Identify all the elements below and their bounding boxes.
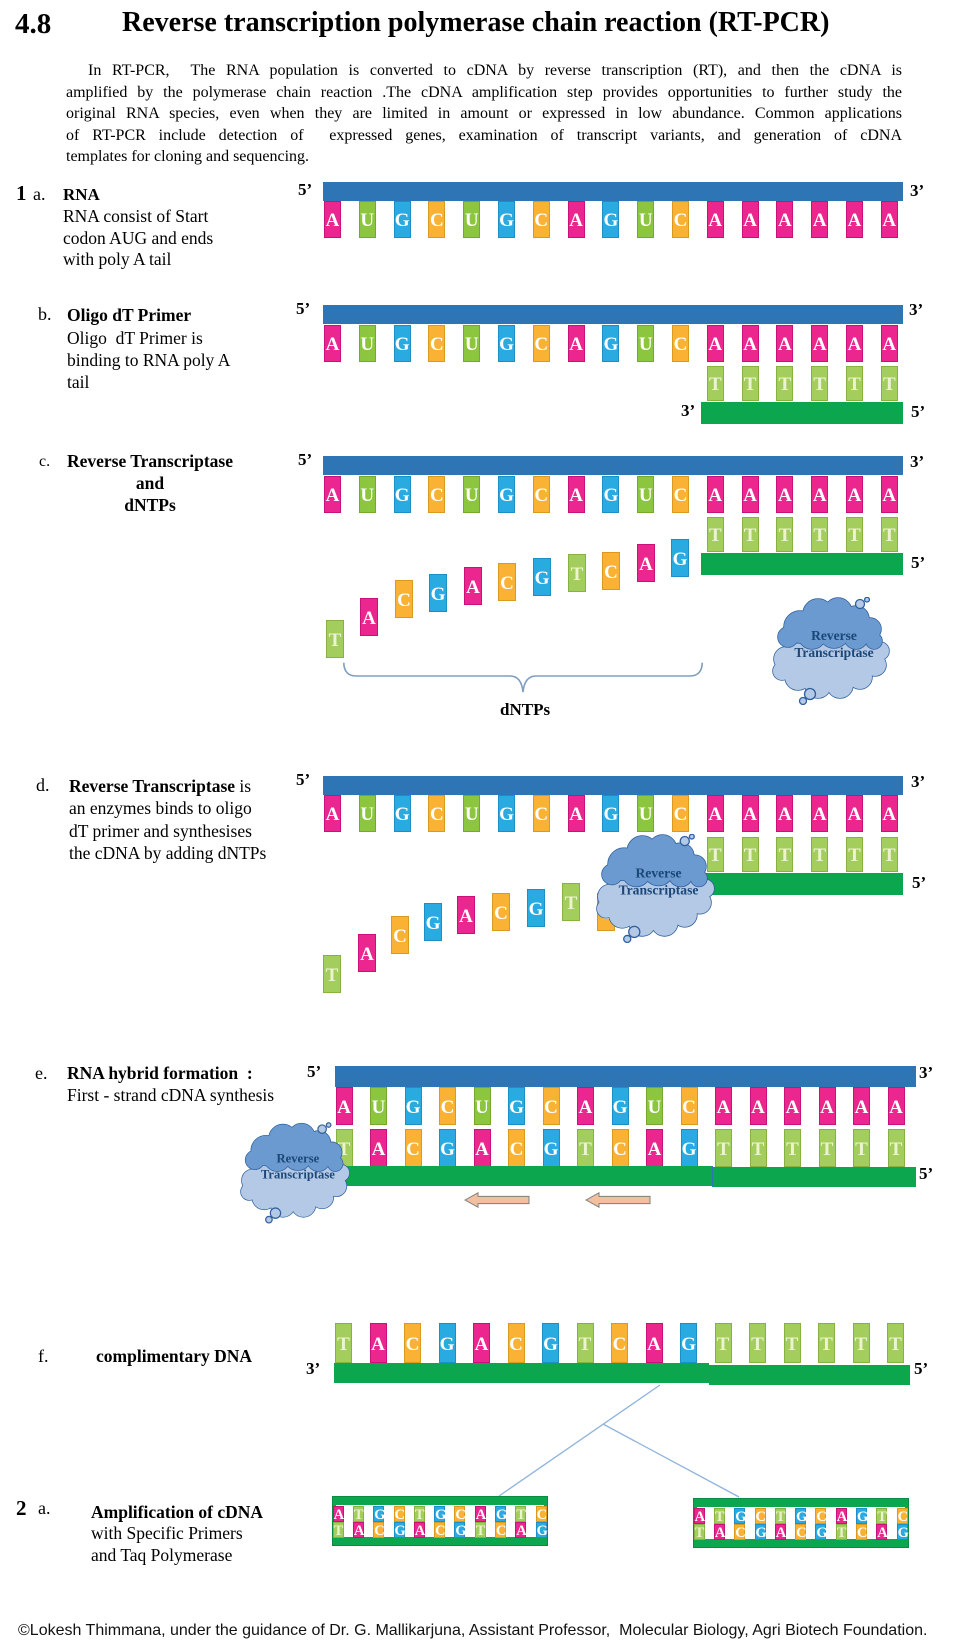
svg-text:Reverse: Reverse (635, 865, 681, 880)
svg-text:Transcriptase: Transcriptase (261, 1168, 335, 1182)
svg-text:Transcriptase: Transcriptase (619, 883, 699, 898)
svg-text:Reverse: Reverse (277, 1152, 320, 1166)
svg-text:Reverse: Reverse (811, 628, 857, 643)
svg-text:Transcriptase: Transcriptase (794, 645, 873, 660)
